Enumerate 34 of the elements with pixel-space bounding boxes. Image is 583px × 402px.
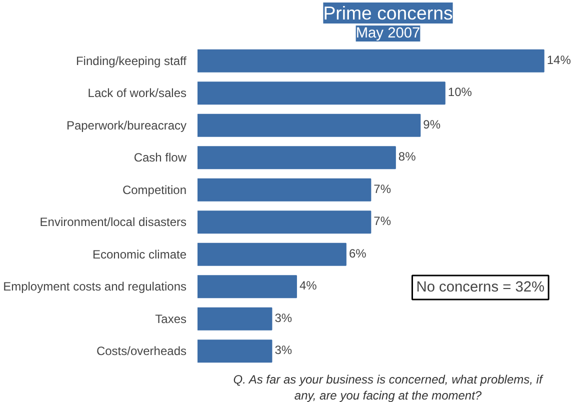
bar: [198, 49, 544, 72]
data-label: 6%: [348, 246, 367, 260]
bar: [198, 82, 446, 105]
y-tick-label: Lack of work/sales: [88, 86, 187, 100]
y-tick-label: Costs/overheads: [96, 344, 186, 358]
data-label: 10%: [448, 85, 472, 100]
y-tick-label: Paperwork/bureacracy: [66, 118, 187, 132]
bar: [198, 340, 272, 363]
y-tick-label: Employment costs and regulations: [3, 280, 187, 294]
data-label: 14%: [546, 52, 572, 67]
data-label: 7%: [374, 182, 392, 196]
y-tick-label: Economic climate: [92, 247, 187, 262]
y-tick-label: Environment/local disasters: [40, 215, 187, 230]
bar: [198, 146, 396, 170]
data-label: 8%: [398, 150, 416, 164]
bar: [198, 114, 421, 137]
data-label: 4%: [299, 278, 318, 293]
text: Q. As far as your business is concerned, what problems, if any, are you facing at the moment?: [233, 372, 544, 402]
data-label: 3%: [274, 343, 292, 358]
data-label: 9%: [423, 117, 441, 132]
data-label: 3%: [274, 310, 292, 325]
bar: [198, 242, 346, 266]
y-tick-label: Competition: [122, 182, 186, 197]
y-tick-label: Taxes: [155, 312, 187, 326]
y-tick-label: Cash flow: [134, 150, 187, 165]
bar: [198, 178, 372, 202]
data-label: 7%: [374, 214, 392, 228]
chart-title: Prime concerns: [323, 2, 453, 24]
annotation: No concerns = 32%: [416, 280, 545, 296]
chart-subtitle: May 2007: [356, 26, 420, 42]
y-tick-label: Finding/keeping staff: [76, 54, 188, 68]
bar: [198, 307, 272, 330]
bar: [198, 210, 372, 234]
bar: [198, 275, 297, 298]
